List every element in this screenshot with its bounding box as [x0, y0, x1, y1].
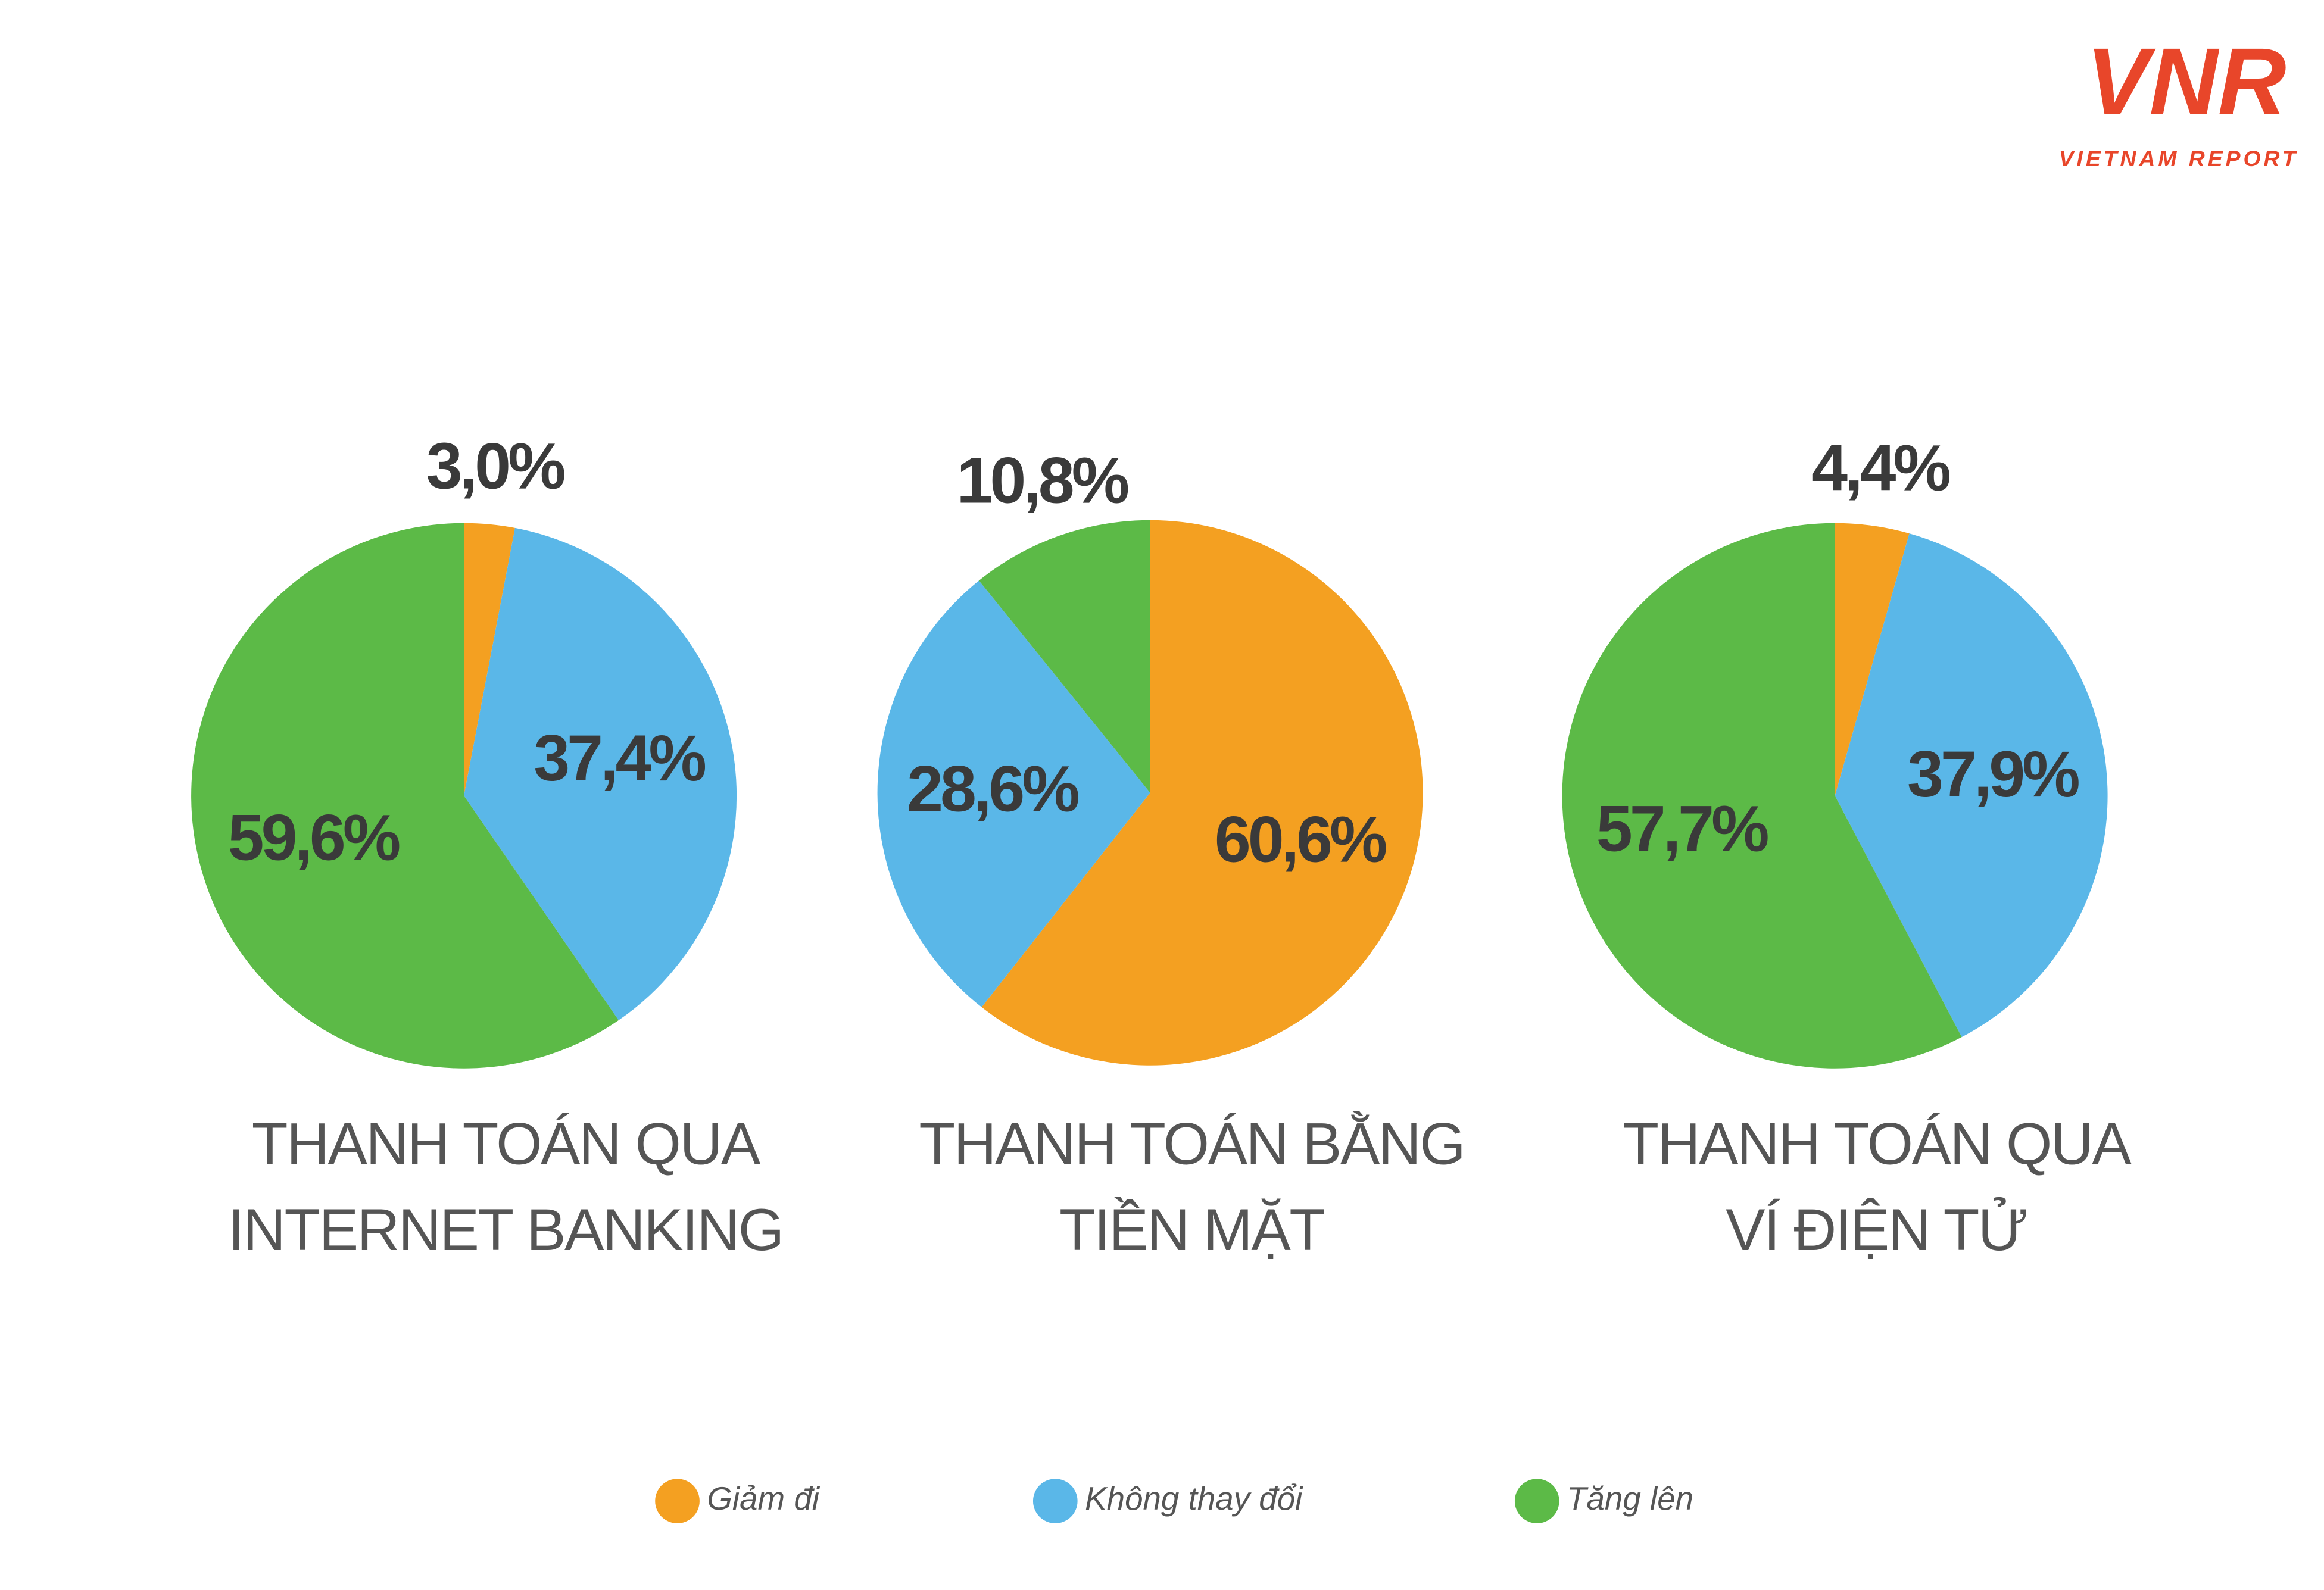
legend-swatch [1032, 1479, 1078, 1523]
pie-title: INTERNET BANKING [228, 1197, 783, 1263]
pie-slice [1835, 533, 2108, 1038]
value-label: 28,6% [907, 752, 1078, 825]
value-label: 60,6% [1215, 804, 1386, 876]
pie-slice [979, 520, 1150, 793]
value-label: 10,8% [957, 444, 1128, 517]
value-label: 37,9% [1907, 738, 2079, 811]
logo-mark: VNR [2086, 28, 2286, 134]
value-label: 37,4% [534, 722, 705, 795]
legend-label: Tăng lên [1567, 1480, 1693, 1517]
pie-slice [191, 523, 619, 1069]
value-label: 3,0% [426, 430, 564, 502]
pie-title: VÍ ĐIỆN TỬ [1726, 1197, 2027, 1263]
pie-slice [1835, 523, 1910, 796]
value-label: 4,4% [1811, 432, 1949, 504]
legend-swatch [1514, 1479, 1559, 1523]
pie-slice [877, 580, 1150, 1007]
pie-slice [981, 520, 1423, 1066]
logo-text: VIETNAM REPORT [2059, 146, 2299, 171]
pie-title: TIỀN MẶT [1059, 1197, 1324, 1263]
value-label: 57,7% [1596, 792, 1768, 865]
pie-title: THANH TOÁN BẰNG [919, 1110, 1464, 1177]
pie-title: THANH TOÁN QUA [252, 1111, 761, 1177]
pie-slice [464, 527, 737, 1020]
pie-slice [1562, 523, 1962, 1069]
value-label: 59,6% [228, 802, 400, 874]
pie-slice [464, 523, 515, 796]
legend-label: Giảm đi [707, 1480, 820, 1517]
legend-label: Không thay đổi [1085, 1480, 1303, 1517]
legend-swatch [655, 1479, 700, 1523]
pie-title: THANH TOÁN QUA [1623, 1111, 2132, 1177]
